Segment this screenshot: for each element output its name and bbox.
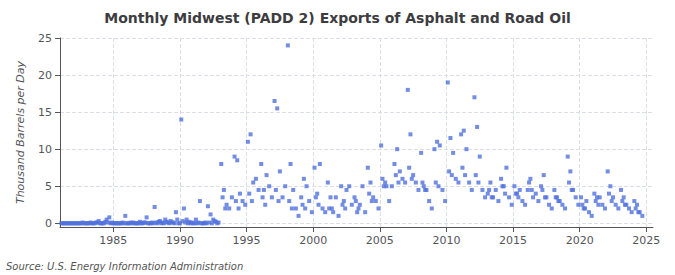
svg-text:Thousand Barrels per Day: Thousand Barrels per Day bbox=[14, 60, 27, 204]
svg-text:5: 5 bbox=[45, 180, 52, 193]
svg-text:2005: 2005 bbox=[366, 234, 394, 247]
svg-text:2020: 2020 bbox=[566, 234, 594, 247]
svg-text:20: 20 bbox=[38, 69, 52, 82]
svg-text:0: 0 bbox=[45, 217, 52, 230]
svg-text:10: 10 bbox=[38, 143, 52, 156]
svg-text:1995: 1995 bbox=[233, 234, 261, 247]
svg-text:2025: 2025 bbox=[632, 234, 660, 247]
svg-text:1985: 1985 bbox=[99, 234, 127, 247]
svg-text:2010: 2010 bbox=[432, 234, 460, 247]
svg-text:2015: 2015 bbox=[499, 234, 527, 247]
svg-text:15: 15 bbox=[38, 106, 52, 119]
svg-text:Source: U.S. Energy Informatio: Source: U.S. Energy Information Administ… bbox=[6, 261, 243, 272]
svg-text:1990: 1990 bbox=[166, 234, 194, 247]
svg-text:Monthly Midwest (PADD 2) Expor: Monthly Midwest (PADD 2) Exports of Asph… bbox=[104, 10, 571, 26]
svg-text:2000: 2000 bbox=[299, 234, 327, 247]
svg-text:25: 25 bbox=[38, 32, 52, 45]
